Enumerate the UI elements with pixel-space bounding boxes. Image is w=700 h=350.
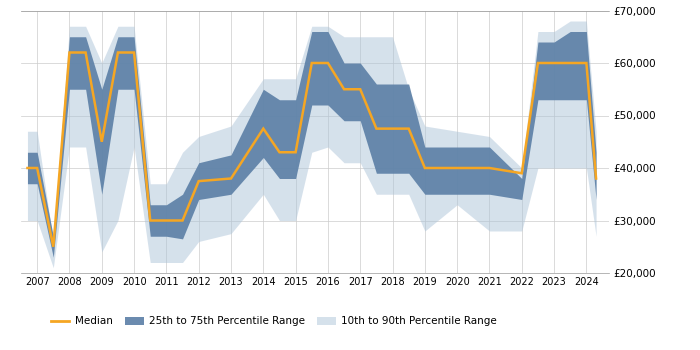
Legend: Median, 25th to 75th Percentile Range, 10th to 90th Percentile Range: Median, 25th to 75th Percentile Range, 1… <box>46 312 501 331</box>
